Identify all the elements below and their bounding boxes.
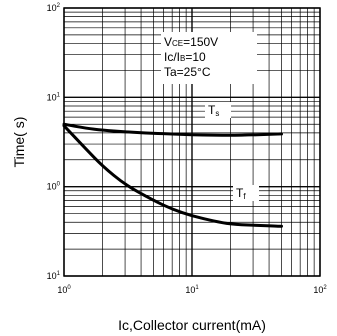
- y-tick-label: 100: [47, 182, 61, 192]
- x-tick-label: 102: [313, 285, 327, 295]
- condition-line: Ic/IB=10: [164, 50, 206, 64]
- y-tick-label: 101: [47, 271, 61, 281]
- x-axis-label: Ic,Collector current(mA): [118, 317, 266, 333]
- y-tick-label: 101: [47, 92, 61, 102]
- series-line-ts: [64, 124, 282, 135]
- condition-line: Ta=25°C: [164, 65, 211, 79]
- x-tick-label: 101: [185, 285, 199, 295]
- series-line-tf: [64, 126, 282, 227]
- x-tick-label: 100: [57, 285, 71, 295]
- y-tick-label: 102: [47, 3, 61, 13]
- y-axis-label: Time( s): [11, 117, 27, 168]
- data-curves: [64, 124, 282, 226]
